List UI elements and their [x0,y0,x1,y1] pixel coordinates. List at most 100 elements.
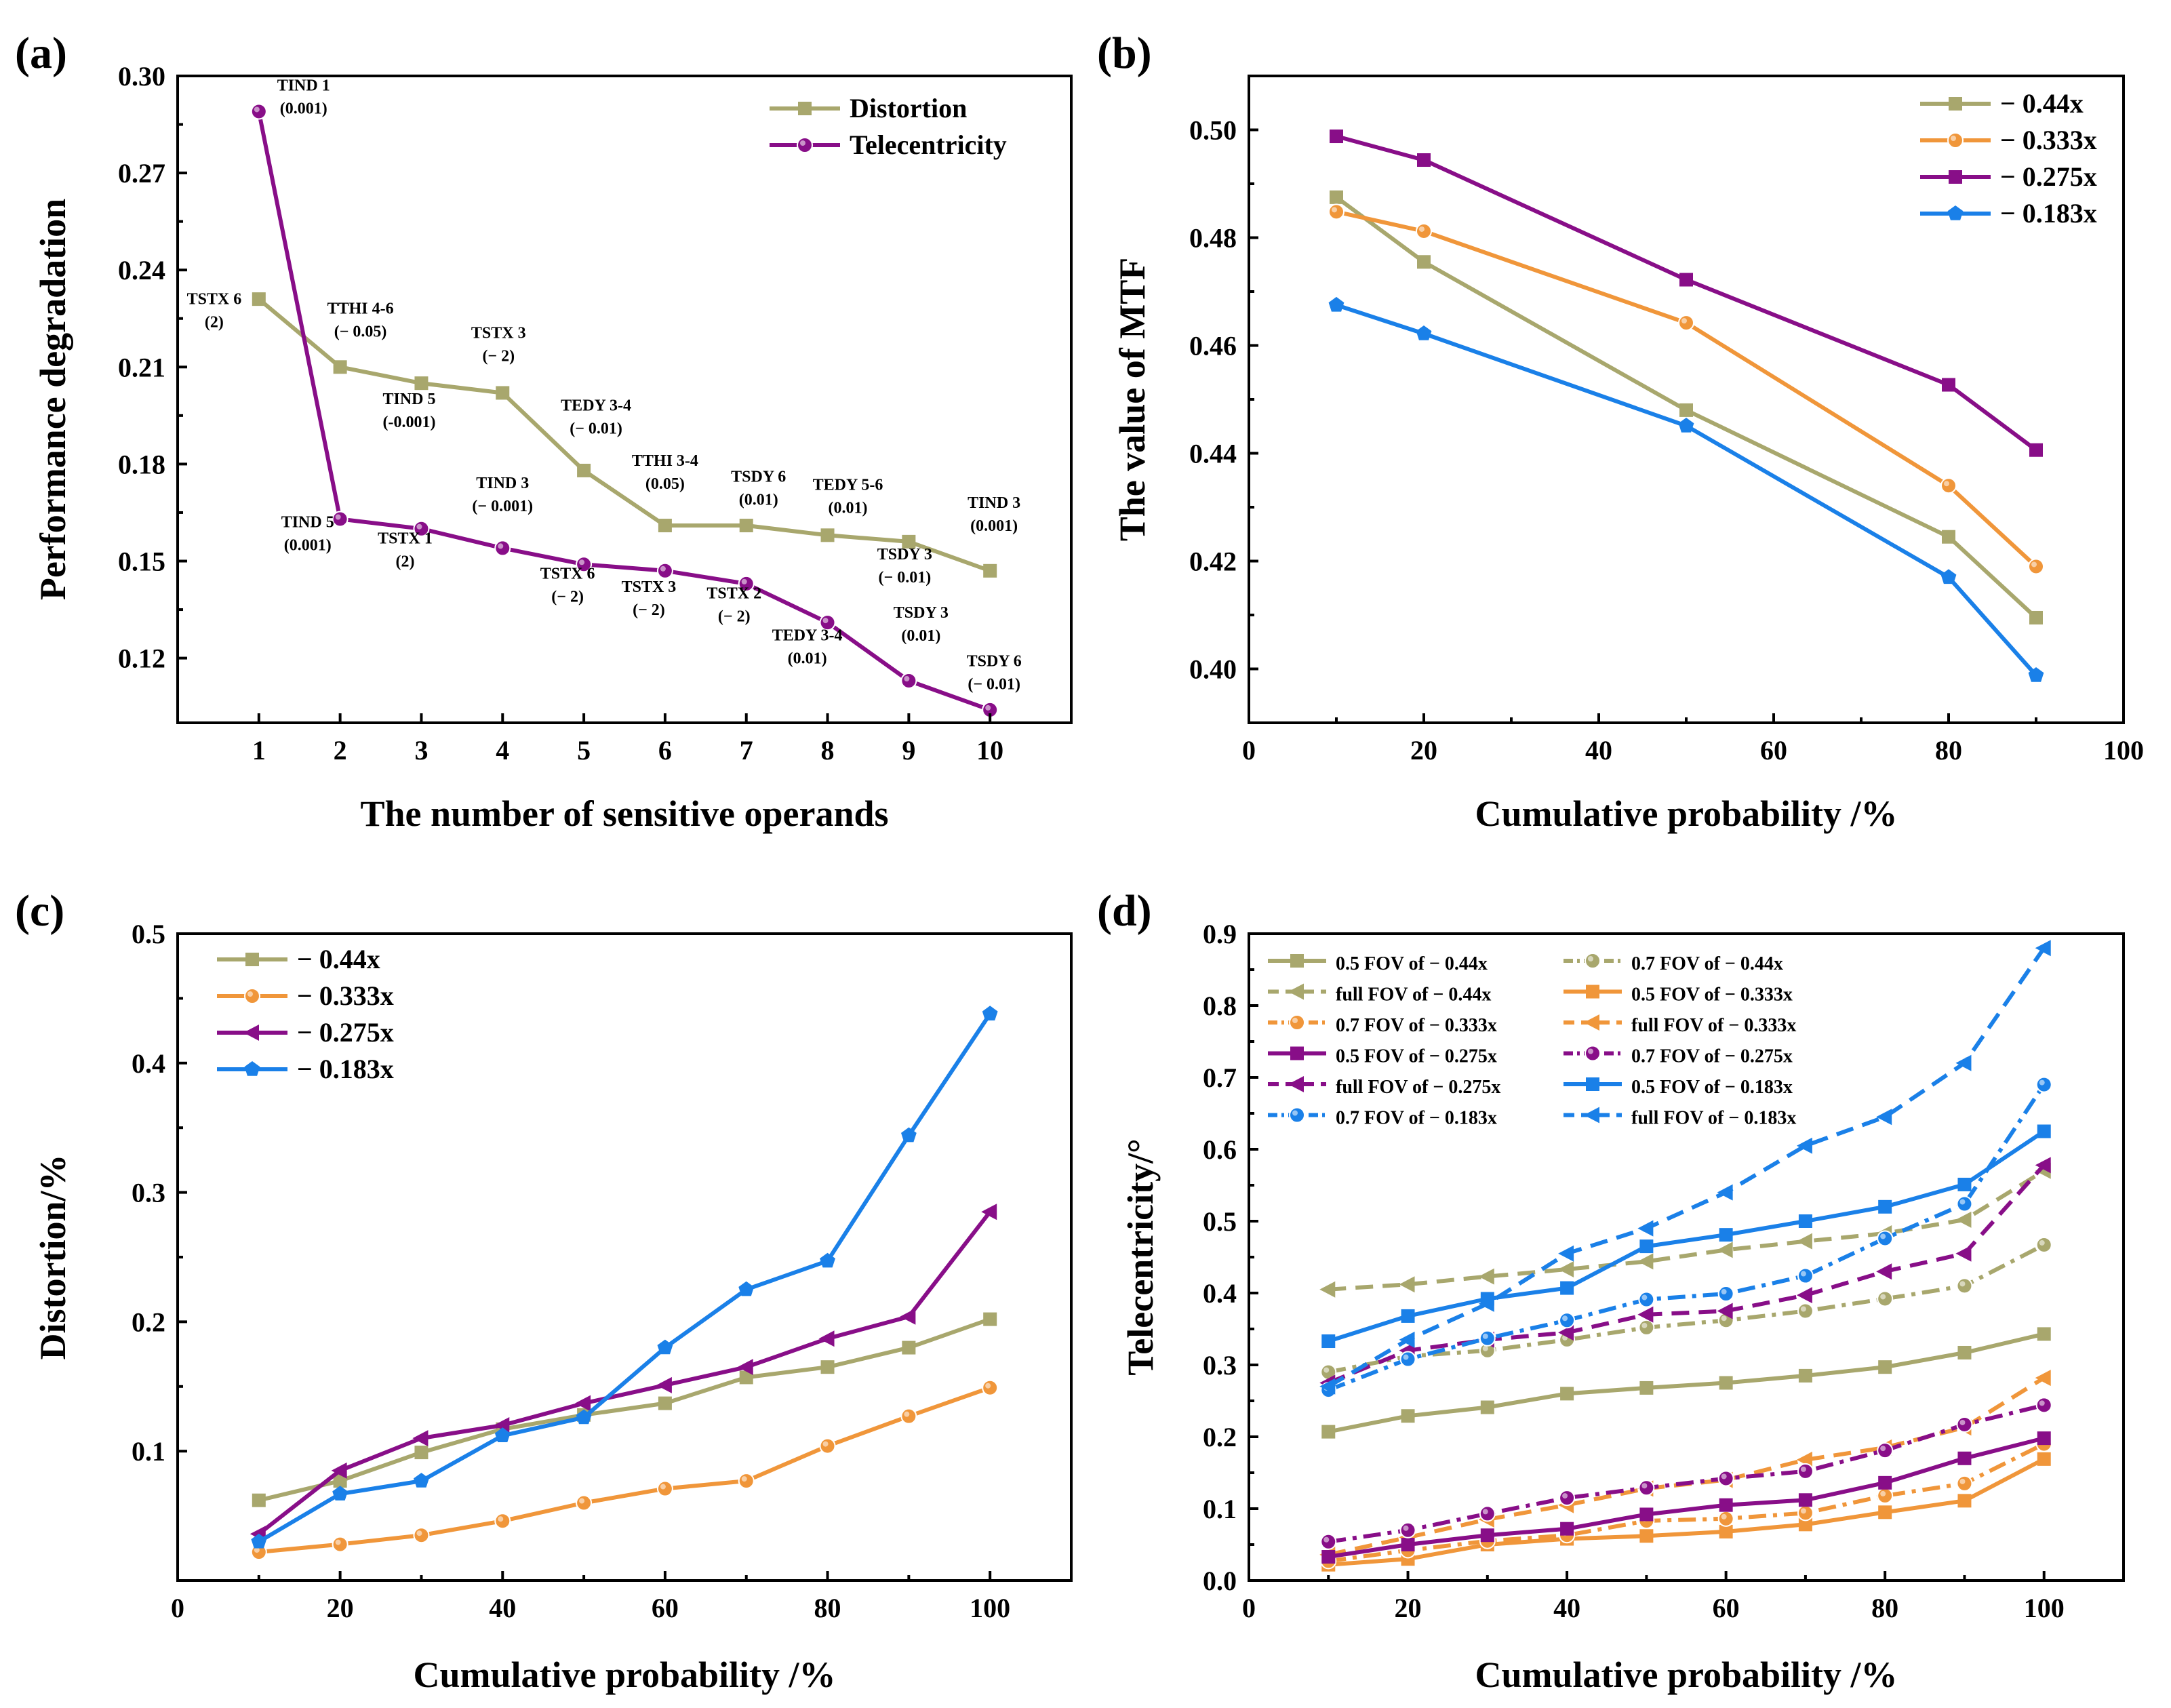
data-label: TIND 3 [476,475,529,492]
y-tick-label: 0.46 [1189,331,1237,361]
legend-marker [797,137,813,153]
legend-label: full FOV of − 0.44x [1336,985,1491,1006]
x-tick-label: 20 [1410,735,1437,766]
data-point-s0-6 [739,519,753,533]
data-point-s1-2 [413,1527,430,1544]
data-point-s1-4-highlight [579,559,585,565]
legend-marker [1949,97,1962,111]
y-tick-label: 0.2 [1203,1422,1237,1452]
y-tick-label: 0.7 [1203,1062,1237,1093]
data-point-s11-3 [1558,1245,1574,1262]
data-point-s10-5-highlight [1721,1289,1727,1295]
panel-b: (b) 0 20 40 60 80 100 0.40 0.42 0.44 0.46 0.48 0.50 C… [1097,28,2144,834]
legend-marker [1585,953,1601,969]
data-point-s1-3 [494,540,511,557]
data-point-s8-9 [2035,1157,2051,1174]
legend: Distortion Telecentricity [770,93,1007,160]
data-point-s7-3 [1559,1490,1576,1507]
series-line-0 [258,1317,991,1503]
data-point-s10-3 [1559,1312,1576,1329]
y-tick-label: 0.1 [132,1436,165,1467]
data-point-s2-4 [1637,1253,1654,1270]
x-tick-label: 100 [970,1593,1010,1623]
y-tick-label: 0.24 [118,255,165,285]
y-tick-label: 0.12 [118,643,165,674]
data-label: TSDY 3 [877,546,932,563]
data-label: (0.001) [970,517,1018,535]
legend-label: 0.5 FOV of − 0.44x [1336,953,1488,974]
data-point-s9-1 [1401,1309,1415,1323]
data-point-s10-2-highlight [1482,1333,1488,1339]
data-point-s8-8 [1955,1245,1972,1262]
data-point-s4-7 [1877,1487,1894,1504]
data-point-s2-8 [1955,1211,1972,1228]
data-point-s0-4 [1639,1381,1654,1395]
data-label: (0.01) [901,627,940,645]
data-point-s2-8 [900,1308,916,1325]
data-point-s7-8-highlight [1959,1419,1966,1425]
data-point-s1-7-highlight [822,618,829,624]
data-point-s6-7 [1878,1475,1892,1490]
legend-label: − 0.275x [2000,161,2097,192]
data-point-s4-5-highlight [1721,1513,1727,1520]
series-line-0 [257,297,991,573]
y-tick-label: 0.9 [1203,919,1237,949]
plot-area [1328,130,2044,682]
legend-marker [1947,205,1964,220]
data-point-s0-1 [1417,255,1431,269]
data-point-s6-1 [1401,1538,1415,1551]
data-point-s8-5 [1717,1303,1733,1319]
legend-marker [798,102,812,115]
data-point-s10-7 [1877,1230,1894,1247]
y-tick-label: 0.15 [118,547,165,577]
panel-c: (c) 0 20 40 60 80 100 0.1 0.2 0.3 0.4 0.5 Cumulative… [15,886,1073,1695]
x-tick-label: 60 [1760,735,1787,766]
legend-marker [1289,1107,1305,1124]
data-point-s9-0 [1321,1334,1336,1349]
data-point-s6-4 [1639,1507,1654,1522]
panel-d: (d) 0 20 40 60 80 100 0.0 0.1 0.2 0.3 0.4 0.5 0.6 0.7 0… [1097,886,2125,1695]
x-tick-label: 100 [2103,735,2144,766]
data-label: TSTX 2 [706,584,761,602]
y-tick-label: 0.44 [1189,439,1237,469]
data-point-s2-3 [1558,1261,1574,1278]
data-point-s11-0 [1319,1378,1336,1395]
data-point-s9-8 [1957,1177,1972,1191]
data-point-s1-7-highlight [1880,1294,1886,1300]
data-point-s10-9-highlight [2039,1079,2045,1086]
data-point-s2-6 [737,1359,753,1376]
data-label: TTHI 4-6 [327,300,394,318]
y-tick-label: 0.50 [1189,115,1237,146]
data-point-s1-6-highlight [1800,1306,1806,1312]
data-point-s7-1-highlight [1403,1525,1409,1531]
x-tick-label: 40 [1553,1593,1580,1623]
x-tick-label: 0 [171,1593,184,1623]
data-point-s6-6 [1798,1493,1812,1507]
panel-label: (a) [15,28,67,78]
series-line-0 [1328,1332,2045,1434]
data-point-s3-5 [1719,1524,1733,1538]
data-point-s0-0 [252,292,266,306]
data-point-s0-8 [1957,1345,1972,1359]
data-point-s11-5 [1717,1184,1733,1201]
data-point-s10-8 [1956,1195,1973,1212]
data-point-s5-9 [2035,1370,2051,1387]
data-point-s0-9 [2037,1327,2051,1341]
data-label: TSTX 6 [540,565,595,583]
data-label: (− 2) [633,601,665,619]
data-point-s0-2 [1679,403,1693,417]
data-point-s1-2-highlight [416,523,422,530]
data-point-s1-6 [738,1473,755,1490]
x-axis-label: Cumulative probability /% [413,1654,835,1695]
data-point-s0-2 [414,1446,429,1460]
data-point-s4-8 [1956,1475,1973,1492]
y-tick-label: 0.8 [1203,991,1237,1021]
data-label: (-0.001) [382,414,435,431]
data-point-s11-6 [1796,1137,1812,1154]
data-point-s0-0 [252,1493,266,1507]
x-tick-label: 60 [1713,1593,1740,1623]
data-point-s10-2 [1479,1330,1496,1347]
data-point-s2-9 [981,1204,997,1220]
data-point-s7-4 [1638,1479,1655,1496]
data-point-s3-1 [332,1486,348,1501]
